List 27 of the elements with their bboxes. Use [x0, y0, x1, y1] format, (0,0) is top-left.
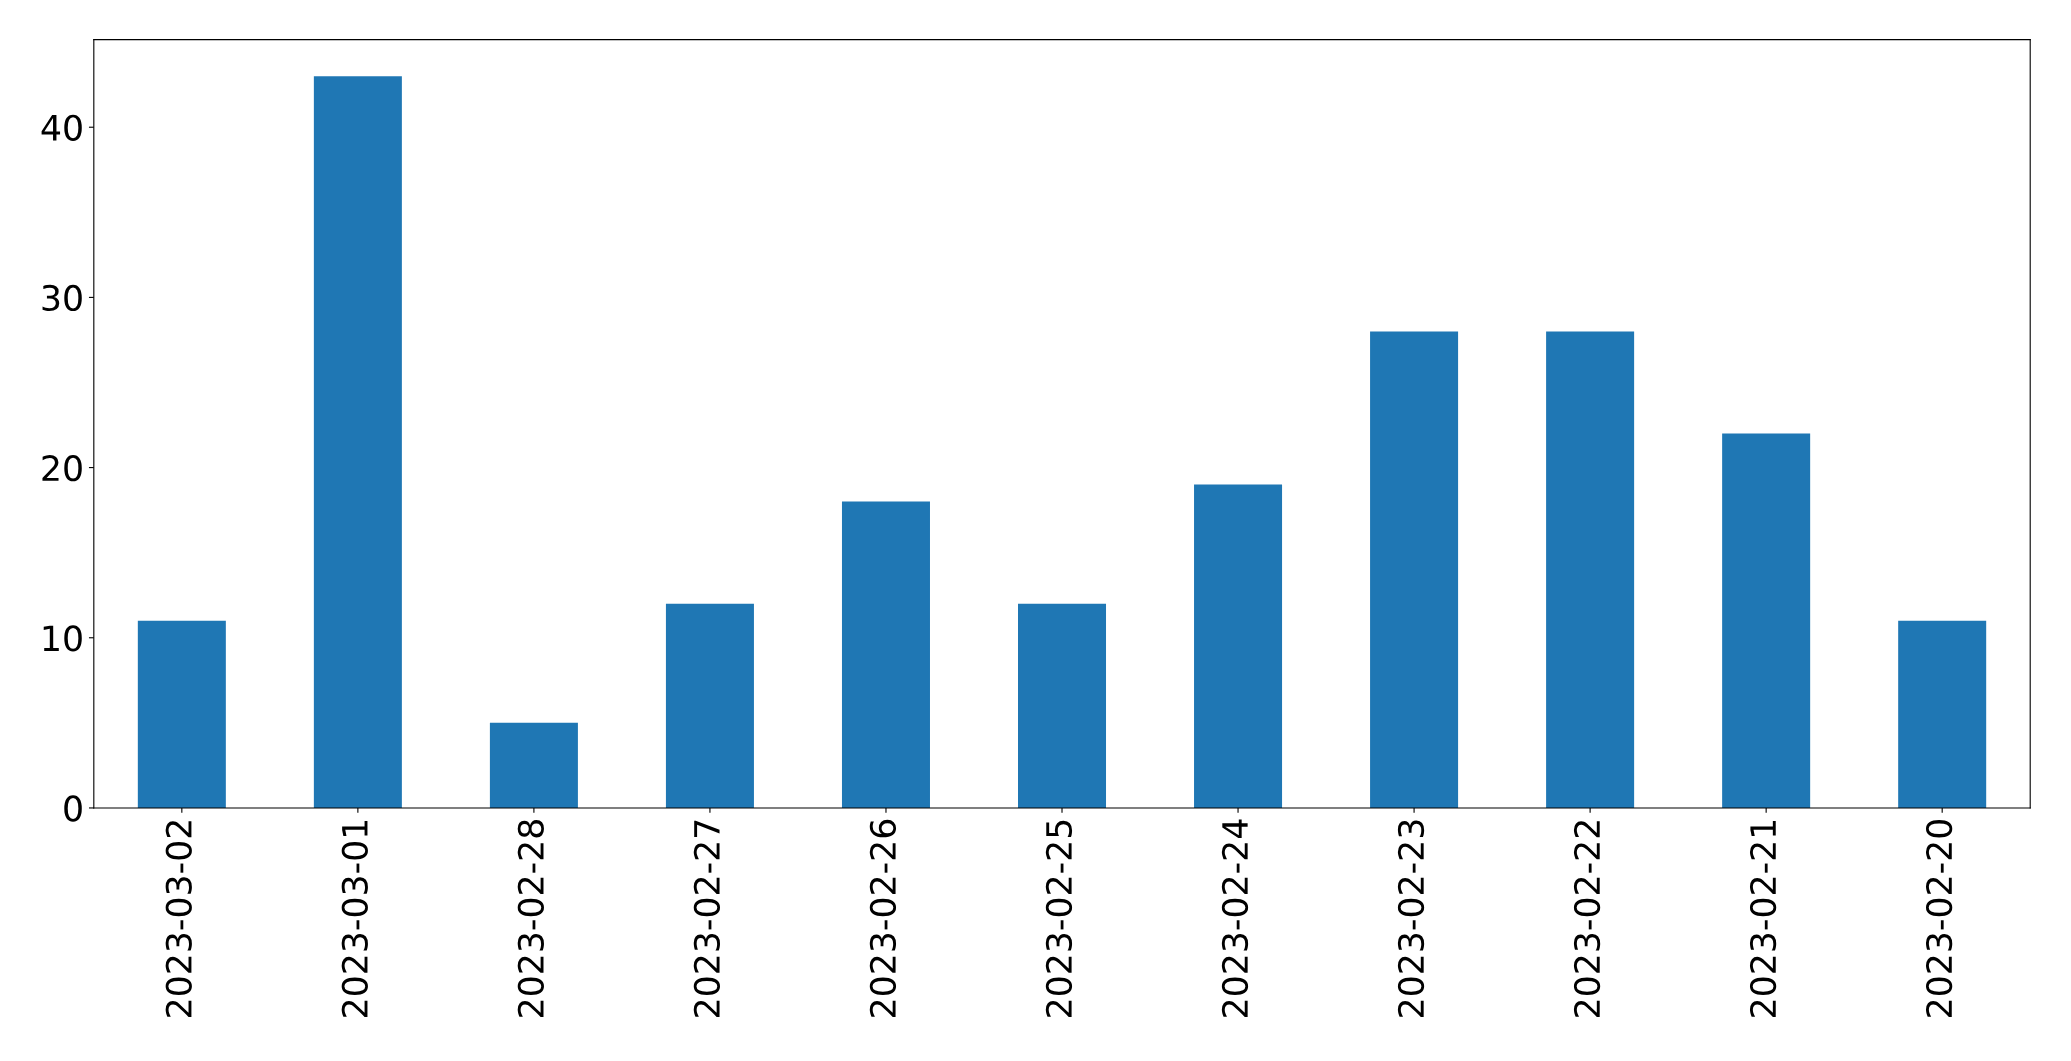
bar	[137, 620, 226, 808]
y-tick-label: 10	[43, 625, 82, 652]
x-tick-label: 2023-02-20	[1925, 819, 1953, 1017]
bar	[665, 603, 754, 808]
y-tick-label: 0	[64, 795, 82, 822]
bar	[1194, 484, 1283, 808]
y-tick-label: 20	[42, 455, 82, 482]
x-tick-label: 2023-02-22	[1573, 821, 1601, 1017]
bar	[489, 722, 578, 808]
bar	[841, 501, 930, 808]
bar	[1018, 603, 1107, 808]
bar	[1546, 331, 1635, 808]
x-tick-label: 2023-02-21	[1749, 820, 1777, 1017]
x-tick-label: 2023-02-25	[1045, 820, 1073, 1017]
bar	[1722, 433, 1811, 808]
y-tick-label: 30	[42, 284, 82, 312]
x-tick-label: 2023-02-24	[1221, 819, 1249, 1017]
x-tick-label: 2023-02-26	[869, 819, 897, 1017]
y-tick-label: 40	[41, 114, 82, 141]
x-tick-label: 2023-02-28	[517, 820, 544, 1017]
bar	[313, 76, 402, 808]
x-tick-label: 2023-02-23	[1397, 820, 1425, 1017]
x-tick-label: 2023-03-01	[341, 820, 368, 1017]
x-tick-label: 2023-03-02	[165, 821, 192, 1017]
x-tick-label: 2023-02-27	[693, 820, 721, 1017]
bar	[1370, 331, 1459, 808]
bar	[1898, 620, 1987, 808]
